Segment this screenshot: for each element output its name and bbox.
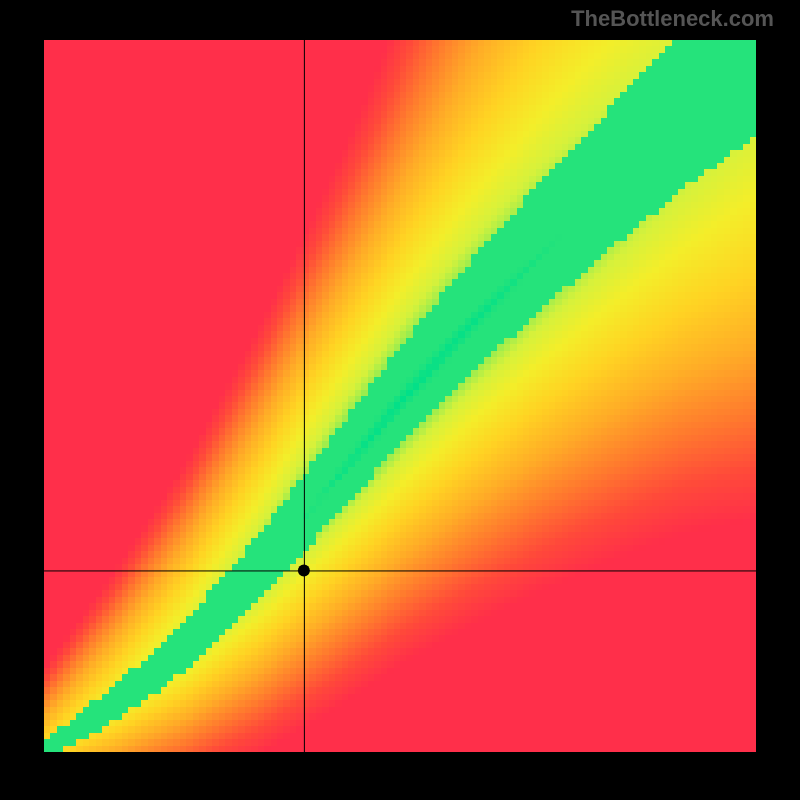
bottleneck-heatmap	[44, 40, 756, 752]
chart-frame: TheBottleneck.com	[0, 0, 800, 800]
watermark-text: TheBottleneck.com	[571, 6, 774, 32]
